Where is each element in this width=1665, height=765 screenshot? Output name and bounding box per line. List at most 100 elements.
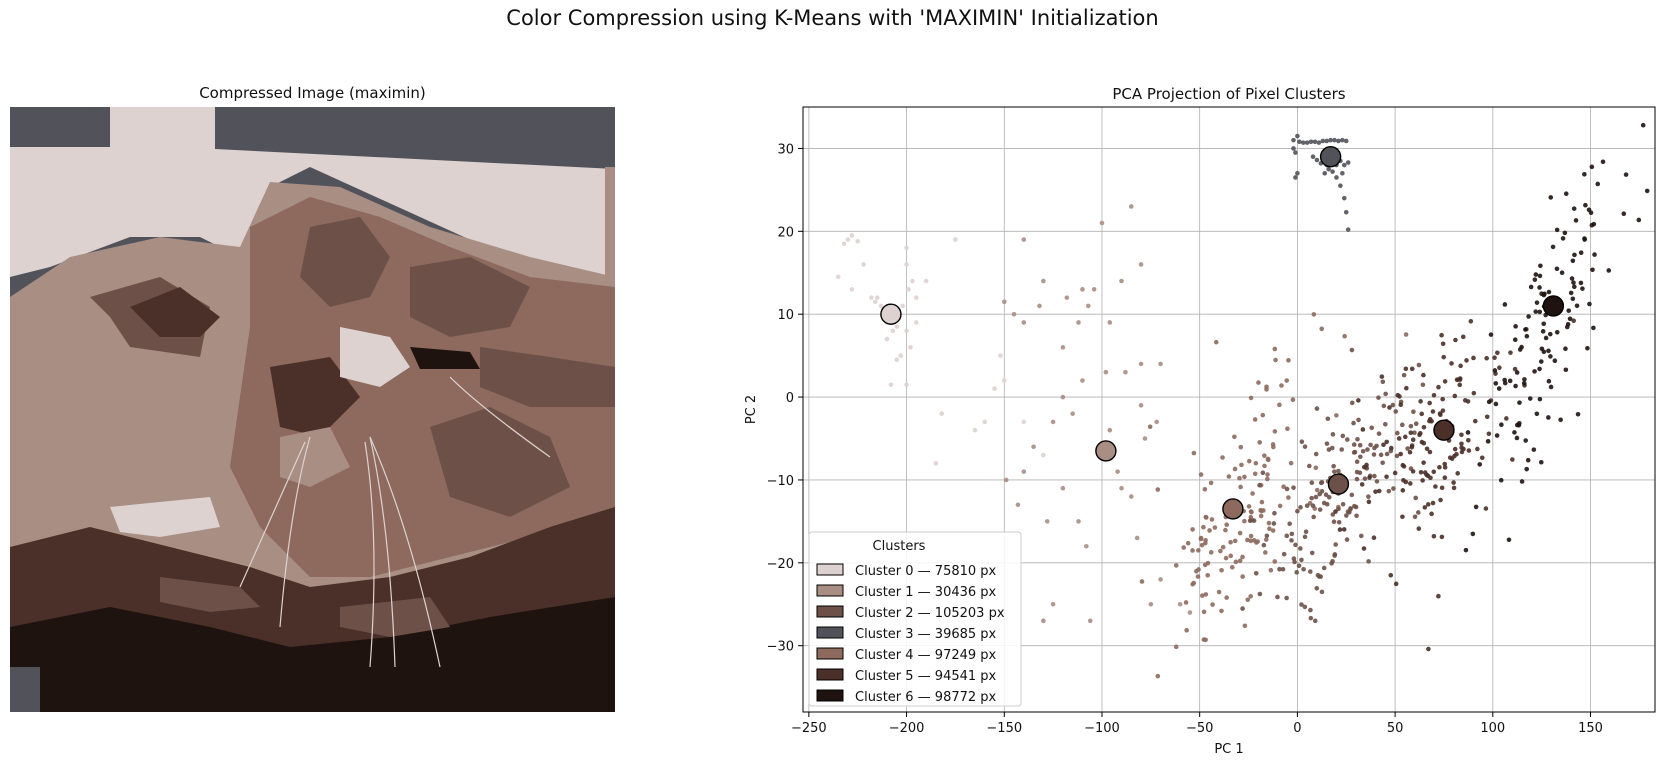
scatter-point — [1546, 378, 1552, 384]
scatter-point — [1431, 469, 1437, 475]
scatter-point — [1472, 418, 1478, 424]
scatter-point — [1384, 474, 1389, 480]
scatter-point — [1173, 563, 1179, 568]
scatter-point — [1523, 327, 1528, 332]
scatter-point — [1471, 390, 1477, 396]
scatter-point — [1331, 469, 1337, 474]
scatter-point — [1298, 546, 1303, 551]
scatter-point — [910, 278, 915, 284]
scatter-point — [1458, 363, 1463, 369]
scatter-point — [1301, 566, 1306, 572]
scatter-point — [1492, 355, 1497, 361]
scatter-point — [1524, 466, 1529, 472]
scatter-point — [1265, 472, 1270, 477]
scatter-point — [1336, 519, 1342, 525]
scatter-point — [1379, 374, 1385, 379]
scatter-point — [1369, 425, 1375, 431]
scatter-point — [1242, 518, 1247, 524]
scatter-point — [1291, 137, 1296, 143]
scatter-point — [1242, 474, 1247, 480]
scatter-point — [1194, 568, 1199, 574]
scatter-point — [1263, 550, 1268, 555]
legend-label-cluster-2: Cluster 2 — 105203 px — [855, 606, 1005, 621]
scatter-point — [1412, 514, 1418, 520]
scatter-point — [1570, 296, 1576, 302]
scatter-point — [933, 461, 939, 466]
scatter-point — [1358, 533, 1364, 539]
scatter-point — [1299, 602, 1304, 607]
scatter-point — [1177, 601, 1183, 607]
scatter-point — [1418, 469, 1424, 475]
scatter-point — [1589, 164, 1595, 170]
y-tick-label: −20 — [767, 557, 794, 572]
scatter-point — [1279, 383, 1284, 388]
scatter-point — [1247, 518, 1253, 524]
scatter-point — [1442, 475, 1448, 480]
scatter-point — [1366, 499, 1372, 505]
scatter-point — [1528, 284, 1534, 290]
scatter-point — [1213, 339, 1219, 345]
scatter-point — [1041, 618, 1046, 624]
scatter-point — [1403, 332, 1409, 337]
scatter-point — [1401, 372, 1407, 378]
scatter-point — [1202, 486, 1208, 492]
scatter-point — [1329, 445, 1335, 451]
scatter-point — [1463, 547, 1469, 553]
scatter-point — [1319, 589, 1325, 595]
scatter-point — [1191, 580, 1197, 586]
scatter-point — [1391, 486, 1396, 491]
scatter-point — [1285, 426, 1290, 432]
scatter-point — [1320, 138, 1326, 144]
scatter-point — [1239, 462, 1244, 468]
scatter-point — [1147, 424, 1153, 430]
scatter-point — [1393, 409, 1399, 414]
scatter-point — [1187, 610, 1193, 615]
scatter-point — [1538, 459, 1544, 465]
scatter-point — [972, 427, 978, 433]
scatter-point — [1351, 420, 1356, 426]
scatter-point — [1413, 495, 1418, 501]
scatter-point — [904, 328, 909, 334]
scatter-point — [1569, 276, 1575, 281]
scatter-point — [1580, 286, 1585, 291]
scatter-point — [1228, 539, 1233, 545]
scatter-point — [1546, 289, 1552, 295]
scatter-point — [1510, 457, 1515, 462]
scatter-point — [1341, 195, 1347, 201]
scatter-point — [1486, 431, 1492, 437]
scatter-point — [1522, 377, 1527, 382]
scatter-point — [1343, 209, 1349, 215]
scatter-point — [1312, 618, 1318, 624]
scatter-point — [1259, 499, 1265, 505]
scatter-point — [1439, 332, 1444, 338]
scatter-point — [1208, 480, 1214, 486]
scatter-point — [1352, 449, 1358, 455]
scatter-point — [1220, 455, 1225, 460]
scatter-point — [1084, 543, 1089, 549]
y-tick-label: 30 — [777, 142, 794, 157]
scatter-point — [1340, 501, 1346, 507]
scatter-point — [1532, 369, 1537, 374]
scatter-point — [841, 241, 847, 247]
scatter-point — [1539, 291, 1544, 296]
scatter-point — [1300, 140, 1306, 145]
legend-label-cluster-0: Cluster 0 — 75810 px — [855, 564, 997, 579]
scatter-point — [1426, 646, 1431, 652]
scatter-point — [1299, 439, 1305, 445]
scatter-point — [1003, 477, 1009, 483]
scatter-point — [1418, 430, 1423, 436]
scatter-point — [1345, 160, 1351, 165]
scatter-point — [1196, 548, 1201, 553]
scatter-point — [1623, 172, 1629, 177]
scatter-point — [1281, 551, 1287, 557]
scatter-point — [1201, 609, 1207, 615]
scatter-point — [1447, 455, 1453, 460]
scatter-point — [1286, 495, 1291, 500]
scatter-point — [1248, 509, 1254, 514]
scatter-point — [953, 237, 958, 242]
scatter-point — [1119, 485, 1124, 491]
scatter-point — [1232, 466, 1238, 472]
scatter-point — [1277, 402, 1282, 408]
scatter-point — [1355, 436, 1360, 442]
scatter-point — [1412, 430, 1417, 436]
